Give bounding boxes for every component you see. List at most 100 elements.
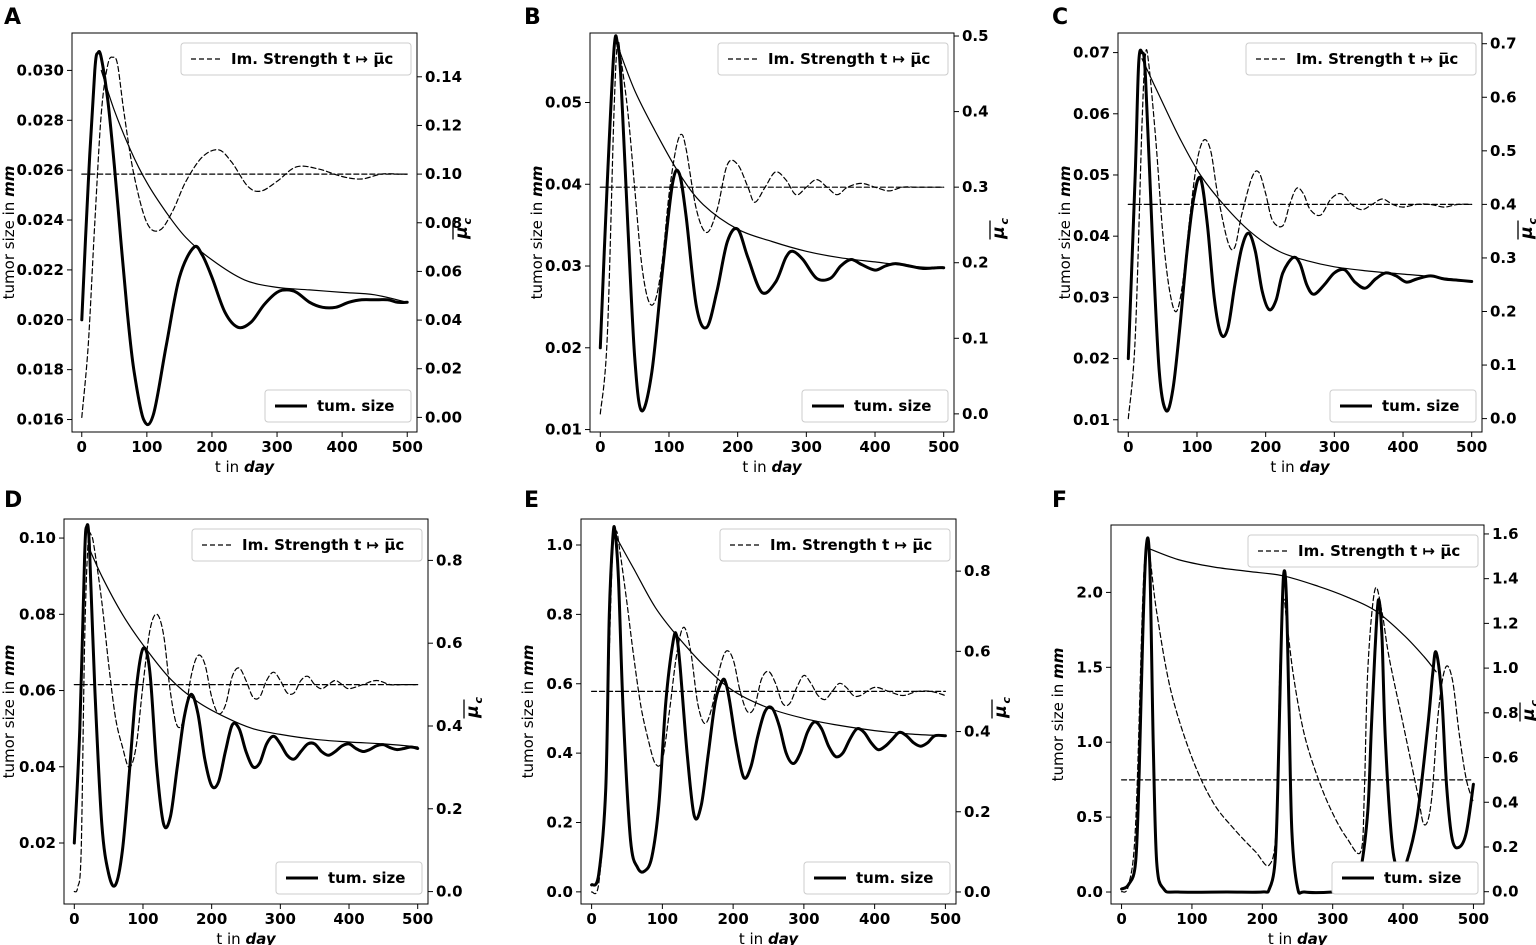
y-tick-label: 0.03 [545, 257, 582, 275]
y2-tick-label: 0.04 [425, 311, 462, 329]
y2-tick-label: 0.5 [1490, 142, 1517, 160]
y-axis-label: tumor size in mm [519, 645, 537, 779]
y2-tick-label: 0.7 [1490, 35, 1517, 53]
y2-tick-label: 0.6 [1492, 749, 1519, 767]
legend-im-strength: Im. Strength t ↦ μ̅c [191, 528, 423, 562]
x-tick-label: 400 [1387, 910, 1418, 928]
tumor-size-line [598, 34, 946, 413]
y-tick-label: 0.024 [17, 211, 64, 229]
x-tick-label: 200 [722, 438, 753, 456]
y2-tick-label: 0.0 [1490, 410, 1517, 428]
y2-axis-label-subscript: c [461, 218, 474, 225]
y2-tick-label: 0.3 [1490, 249, 1517, 267]
im-strength-line [599, 40, 945, 415]
x-axis-label-unit: day [768, 930, 799, 945]
y2-axis-label: μc [1517, 218, 1536, 240]
y2-tick-label: 0.1 [962, 329, 989, 347]
im-strength-line [73, 531, 419, 893]
x-tick-label: 100 [653, 438, 684, 456]
x-tick-label: 300 [791, 438, 822, 456]
y-axis-label: tumor size in mm [1049, 648, 1067, 782]
y2-tick-label: 0.6 [964, 642, 991, 660]
x-tick-label: 400 [1387, 438, 1418, 456]
y2-axis-label: μc [452, 218, 474, 240]
legend-tumor-size: tum. size [801, 389, 949, 423]
legend-box [801, 389, 949, 423]
legend-im-strength-text: Im. Strength t ↦ μ̅c [1298, 542, 1460, 560]
x-axis-label-text: t in [215, 458, 244, 476]
y-tick-label: 0.030 [17, 61, 64, 79]
legend-tumor-size: tum. size [1329, 389, 1477, 423]
x-tick-label: 100 [647, 910, 678, 928]
im-strength-line [1121, 545, 1474, 893]
y2-axis-label: μc [991, 697, 1013, 719]
y2-tick-label: 0.4 [1490, 195, 1517, 213]
y2-axis-label-subscript: c [1000, 697, 1013, 704]
x-axis-label-unit: day [1299, 458, 1330, 476]
x-tick-label: 200 [717, 910, 748, 928]
y-tick-label: 0.07 [1073, 44, 1110, 62]
axes-frame [71, 32, 418, 433]
y-axis-label-text: tumor size in [519, 676, 537, 778]
x-tick-label: 0 [1123, 438, 1133, 456]
tumor-size-line [1126, 48, 1474, 413]
y2-tick-label: 0.4 [962, 103, 989, 121]
y-tick-label: 0.04 [545, 175, 582, 193]
panel-label: F [1052, 488, 1067, 513]
x-tick-label: 500 [928, 438, 959, 456]
y-tick-label: 0.02 [19, 834, 56, 852]
legend-tumor-size-text: tum. size [856, 869, 933, 887]
legend-box [180, 42, 412, 76]
legend-box [1245, 42, 1477, 76]
y2-tick-label: 0.0 [436, 883, 463, 901]
legend-box [803, 861, 951, 895]
y2-axis-label-text: μ [452, 226, 472, 240]
legend-box [717, 42, 949, 76]
x-axis-label-unit: day [245, 930, 276, 945]
y-tick-label: 0.018 [17, 361, 64, 379]
y-axis-label-text: tumor size in [1056, 197, 1074, 299]
y-tick-label: 1.5 [1076, 658, 1103, 676]
legend-tumor-size: tum. size [803, 861, 951, 895]
im-strength-line [1127, 49, 1473, 420]
y-axis-label-unit: mm [1049, 648, 1067, 679]
legend-im-strength: Im. Strength t ↦ μ̅c [717, 42, 949, 76]
y-tick-label: 0.016 [17, 411, 64, 429]
y2-tick-label: 0.4 [964, 723, 991, 741]
legend-box [191, 528, 423, 562]
legend-im-strength-text: Im. Strength t ↦ μ̅c [768, 50, 930, 68]
plot-area [72, 523, 420, 893]
plot-area [598, 34, 946, 415]
y2-tick-label: 0.4 [436, 717, 463, 735]
x-tick-label: 100 [1181, 438, 1212, 456]
plot-area [1126, 48, 1474, 420]
y-tick-label: 0.01 [545, 421, 582, 439]
y-axis-label-text: tumor size in [1049, 679, 1067, 781]
x-axis-label: t in day [1270, 458, 1330, 476]
x-tick-label: 500 [1458, 910, 1489, 928]
im-strength-line [591, 529, 946, 895]
y-tick-label: 0.6 [546, 675, 573, 693]
x-tick-label: 0 [77, 438, 87, 456]
y2-axis-label: μc [1519, 700, 1536, 722]
x-axis-label-unit: day [244, 458, 275, 476]
x-axis-label-unit: day [1297, 930, 1328, 945]
x-tick-label: 200 [196, 438, 227, 456]
im-strength-line [81, 56, 408, 418]
legend-im-strength: Im. Strength t ↦ μ̅c [180, 42, 412, 76]
legend-im-strength-text: Im. Strength t ↦ μ̅c [242, 536, 404, 554]
y-axis-label-unit: mm [528, 166, 546, 197]
tumor-size-line [72, 523, 420, 888]
y2-tick-label: 0.6 [1490, 88, 1517, 106]
y-tick-label: 0.04 [1073, 227, 1110, 245]
y-axis-label-unit: mm [1056, 166, 1074, 197]
x-axis-label-text: t in [739, 930, 768, 945]
y-tick-label: 0.02 [545, 339, 582, 357]
x-tick-label: 200 [1250, 438, 1281, 456]
envelope-line [614, 534, 946, 737]
y-tick-label: 0.5 [1076, 808, 1103, 826]
x-axis-label: t in day [739, 930, 799, 945]
y2-tick-label: 0.8 [1492, 704, 1519, 722]
y-tick-label: 0.020 [17, 311, 64, 329]
envelope-line [1145, 546, 1437, 673]
